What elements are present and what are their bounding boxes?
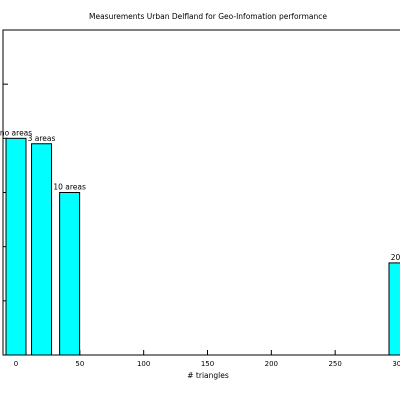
x-tick-label: 250 (328, 360, 341, 368)
x-tick-label: 0 (14, 360, 18, 368)
x-tick-label: 100 (137, 360, 150, 368)
bars (5, 137, 400, 356)
x-tick-label: 300 (392, 360, 400, 368)
x-tick-label: 50 (75, 360, 84, 368)
x-tick-label: 150 (201, 360, 214, 368)
bar (388, 262, 400, 356)
bar-data-label: no areas (0, 128, 32, 137)
chart-title: Measurements Urban Delfland for Geo-Info… (89, 12, 327, 21)
bar (59, 192, 81, 356)
bar-data-label: 3 areas (28, 134, 56, 143)
bar (5, 137, 27, 356)
x-axis-label: # triangles (187, 371, 229, 380)
bar-data-label: 10 areas (53, 183, 86, 192)
bar-data-label: 20 a (391, 253, 400, 262)
bar (31, 143, 53, 356)
x-tick-label: 200 (265, 360, 278, 368)
